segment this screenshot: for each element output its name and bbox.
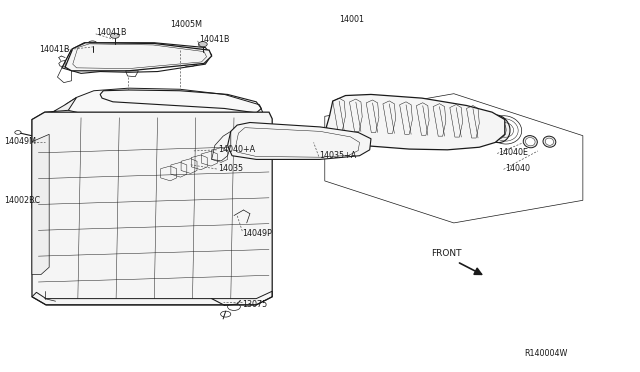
Circle shape: [90, 51, 96, 55]
Text: R140004W: R140004W: [524, 350, 567, 359]
Text: 14040: 14040: [505, 164, 530, 173]
Text: 14005M: 14005M: [170, 20, 202, 29]
Text: 14040+A: 14040+A: [218, 145, 255, 154]
Polygon shape: [228, 122, 371, 160]
Text: 14002BC: 14002BC: [4, 196, 41, 205]
Text: 14049M: 14049M: [4, 137, 36, 146]
Polygon shape: [32, 134, 49, 275]
Circle shape: [110, 33, 119, 38]
Text: 14041B: 14041B: [199, 35, 229, 44]
Ellipse shape: [524, 136, 538, 148]
Ellipse shape: [545, 138, 554, 145]
Circle shape: [88, 41, 97, 46]
Text: 14035: 14035: [218, 164, 243, 173]
Polygon shape: [65, 88, 262, 118]
Circle shape: [198, 42, 207, 47]
Polygon shape: [65, 43, 212, 71]
Polygon shape: [32, 112, 272, 305]
Ellipse shape: [543, 136, 556, 147]
Circle shape: [200, 52, 206, 56]
Ellipse shape: [525, 138, 535, 146]
Text: 13075: 13075: [243, 300, 268, 310]
Circle shape: [111, 44, 118, 47]
Polygon shape: [32, 97, 77, 208]
Text: 14001: 14001: [339, 15, 364, 24]
Text: 14041B: 14041B: [40, 45, 70, 54]
Ellipse shape: [484, 115, 510, 142]
Text: 14041B: 14041B: [96, 28, 126, 37]
Text: 14049P: 14049P: [243, 230, 272, 238]
Polygon shape: [326, 94, 505, 150]
Text: FRONT: FRONT: [431, 249, 462, 258]
Text: 14040E: 14040E: [499, 148, 529, 157]
Text: 14035+A: 14035+A: [319, 151, 356, 160]
